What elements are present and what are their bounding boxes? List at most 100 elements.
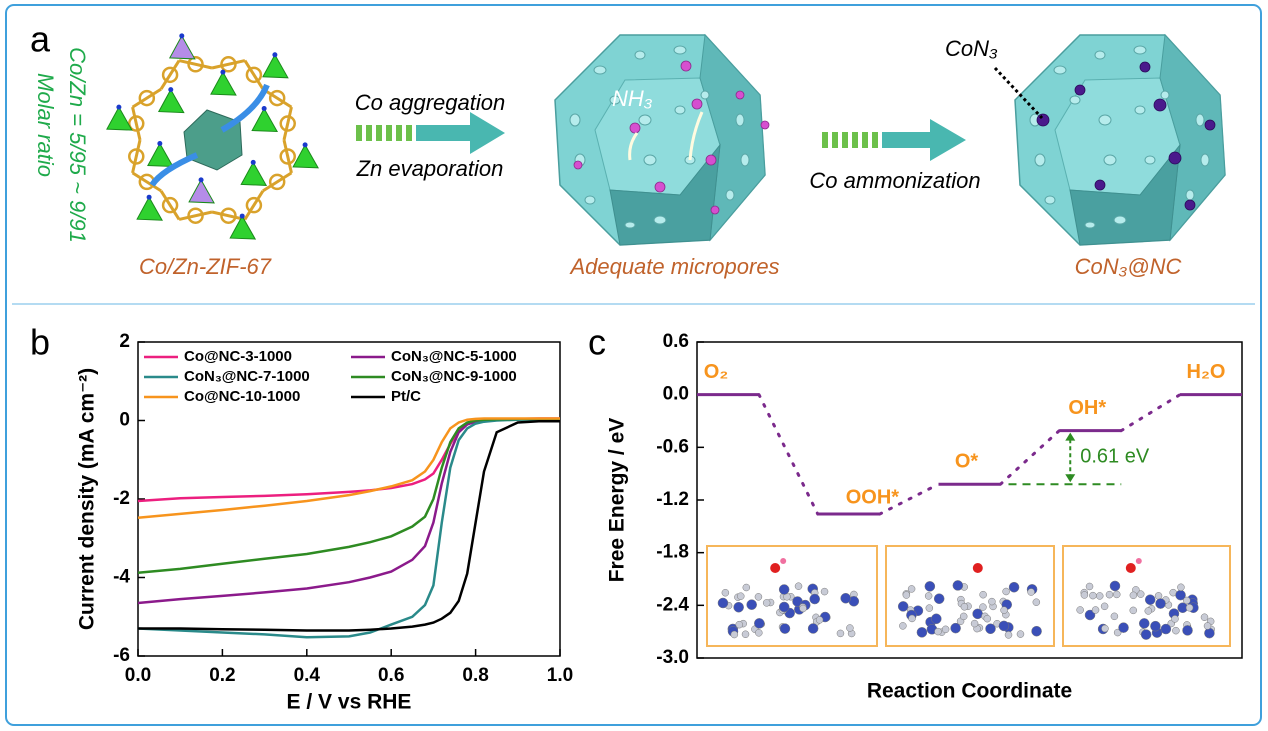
step-label: Co ammonization [809,168,980,193]
x-tick-label: 1.0 [547,665,573,686]
connector [999,429,1061,486]
level-label: O* [955,450,979,472]
tetrahedron [106,106,133,131]
tetrahedron [292,143,319,169]
connector [757,393,820,516]
linker [131,171,162,193]
node [239,213,245,219]
tetrahedron [210,71,237,96]
panel-label: c [588,322,606,363]
atom [933,593,945,604]
flow-arrow [149,152,199,187]
annotation: 0.61 eV [1080,446,1150,468]
atom [908,614,916,623]
atom [1032,598,1041,606]
y-tick-label: -1.2 [656,489,689,510]
level-label: OH* [1068,397,1106,419]
atom [1095,592,1104,600]
gas-flow [628,111,704,161]
atom [979,590,987,599]
atom [931,613,942,625]
hydrogen [1135,558,1142,564]
y-tick-label: 2 [119,331,130,352]
atom [846,624,854,632]
node [168,87,174,93]
atom [1150,620,1161,632]
oxygen [1125,563,1136,573]
atom [998,620,1010,632]
y-tick-label: -4 [113,567,130,588]
atom [1185,603,1194,612]
ring [279,148,296,165]
porous-carbon [554,34,766,246]
atom [1144,594,1156,605]
y-tick-label: -2.4 [656,594,689,615]
hydrogen [780,558,787,564]
ring [161,66,179,84]
series-line [137,417,560,520]
atom [983,614,992,623]
zif-structure [106,33,319,240]
atom [902,591,911,599]
y-tick-label: -6 [113,645,130,666]
frame [5,4,1262,726]
atom [941,625,950,634]
y-tick-label: 0 [119,410,130,431]
node [261,106,267,112]
atom [1200,613,1209,621]
x-axis-label: Reaction Coordinate [867,680,1072,703]
atom [820,587,829,596]
tetrahedron [168,34,196,60]
ring [220,56,237,73]
linker [178,59,213,70]
gas-label: NH₃ [612,86,653,111]
intermediate-label: Adequate micropores [568,254,779,279]
ring [187,56,204,73]
legend-label: CoN₃@NC-5-1000 [391,348,517,365]
co-particles [573,60,770,215]
atom [1129,591,1138,600]
node [302,142,308,148]
arrow [822,119,966,161]
precursor-label: Co/Zn-ZIF-67 [139,254,272,279]
linker [243,190,265,221]
ring [279,115,296,132]
atom [1084,609,1096,621]
linker [131,139,142,174]
y-tick-label: -2 [113,488,130,509]
y-tick-label: 0.0 [663,384,689,405]
ring [268,89,286,107]
node [116,104,122,110]
atom [762,599,771,607]
tetrahedron [251,107,279,133]
ring [138,89,156,107]
product-label: CoN₃@NC [1075,254,1182,279]
atom [779,623,791,634]
ring [128,115,145,132]
atom [1155,598,1166,609]
atom [1140,629,1152,640]
atom [1177,583,1185,592]
atom [754,593,763,601]
ring [161,196,179,214]
legend-label: CoN₃@NC-9-1000 [391,368,517,385]
tetrahedron [147,142,174,168]
atom [924,581,936,592]
atom [809,593,820,605]
atom [1004,631,1013,639]
linker [282,139,293,174]
tetrahedron [157,88,185,114]
legend-label: Pt/C [391,388,421,405]
atom [934,627,942,636]
node [272,52,278,58]
atom [1091,606,1100,614]
atoms [717,558,1215,640]
atom [959,612,968,621]
arrow-head [1065,432,1076,441]
con3-sites [1036,61,1216,211]
linker [159,190,181,221]
atom [717,597,729,609]
atom [1160,623,1172,635]
atom [778,601,790,613]
series-line [138,420,560,632]
